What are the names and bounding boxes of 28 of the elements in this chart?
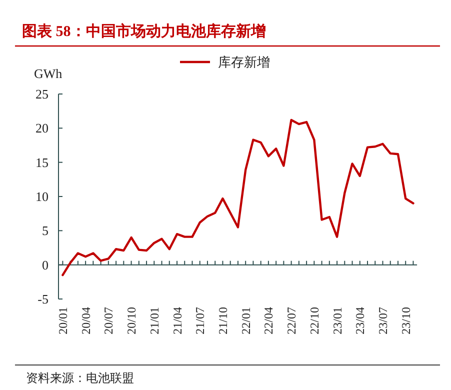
x-tick-label: 21/10 xyxy=(216,307,230,334)
y-tick-label: 10 xyxy=(36,189,48,204)
x-tick-label: 22/10 xyxy=(307,307,322,334)
legend-label: 库存新增 xyxy=(218,54,270,70)
y-tick-label: 25 xyxy=(36,86,48,102)
x-tick-label: 23/01 xyxy=(330,307,344,334)
y-tick-label: 20 xyxy=(36,120,48,136)
x-tick-label: 22/01 xyxy=(238,307,253,334)
x-tick-label: 21/07 xyxy=(193,307,208,334)
y-tick-label: 0 xyxy=(42,257,48,272)
y-tick-label: 5 xyxy=(42,223,48,238)
x-tick-label: 20/01 xyxy=(56,307,70,334)
text: 资料来源：电池联盟 xyxy=(26,371,134,385)
y-axis-title: GWh xyxy=(34,66,63,81)
x-tick-label: 23/10 xyxy=(398,307,413,334)
chart-title: 图表 58：中国市场动力电池库存新增 xyxy=(22,22,266,40)
x-tick-label: 20/07 xyxy=(102,307,116,334)
x-tick-label: 22/07 xyxy=(284,307,299,334)
y-tick-label: 15 xyxy=(36,154,48,170)
line-series xyxy=(62,118,414,276)
x-tick-label: 23/04 xyxy=(353,307,368,334)
y-tick-label: -5 xyxy=(38,292,48,306)
x-tick-label: 21/01 xyxy=(147,307,162,334)
x-tick-label: 21/04 xyxy=(170,307,184,334)
x-tick-label: 22/04 xyxy=(262,307,276,334)
x-tick-label: 20/10 xyxy=(124,307,139,334)
x-tick-label: 20/04 xyxy=(78,307,93,334)
x-tick-label: 23/07 xyxy=(376,307,390,334)
